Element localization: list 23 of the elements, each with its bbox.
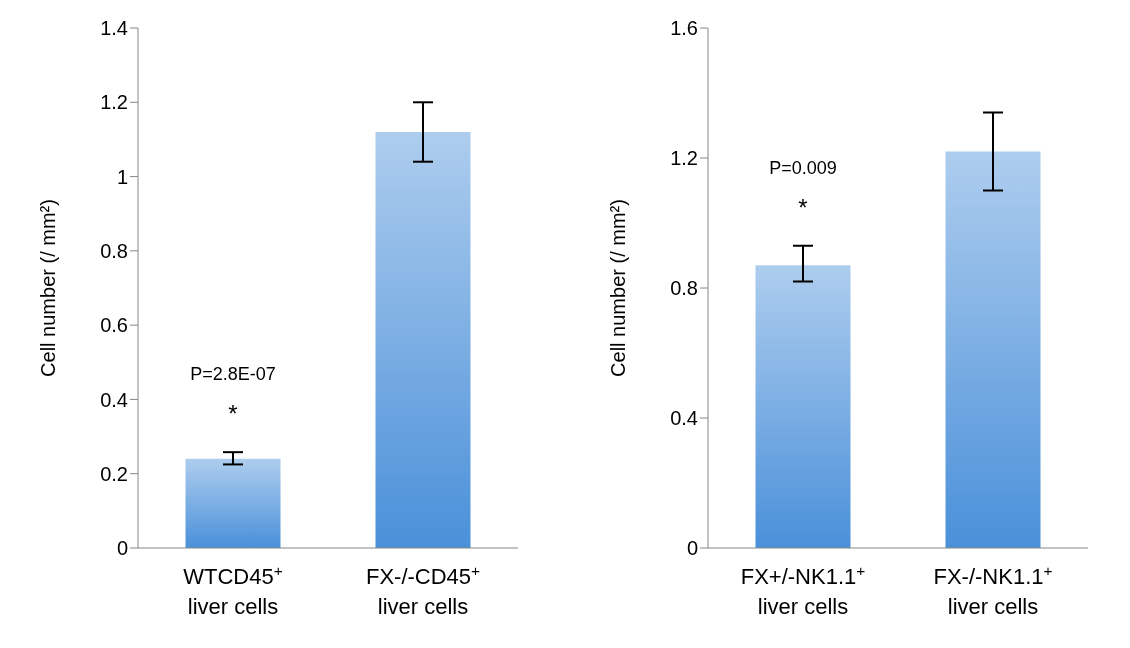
y-tick-label: 0.8 bbox=[670, 277, 698, 300]
y-tick-label: 0.4 bbox=[670, 407, 698, 430]
y-axis-title: Cell number (/ mm²) bbox=[37, 199, 60, 377]
y-axis-title: Cell number (/ mm²) bbox=[607, 199, 630, 377]
y-tick-label: 0.2 bbox=[100, 462, 128, 485]
annotation: P=0.009 bbox=[769, 157, 837, 178]
annotation: * bbox=[798, 193, 808, 221]
y-tick-label: 1.2 bbox=[100, 91, 128, 114]
y-tick-label: 1.6 bbox=[670, 17, 698, 40]
y-tick-label: 1 bbox=[116, 165, 128, 188]
annotation: * bbox=[228, 400, 238, 428]
x-tick-label: FX-/-CD45$^{+}$ liver cells bbox=[365, 561, 481, 619]
x-tick-label: WTCD45$^{+}$ liver cells bbox=[183, 561, 283, 619]
y-tick-label: 0.4 bbox=[100, 388, 128, 411]
y-tick-label: 1.4 bbox=[100, 17, 128, 40]
y-tick-label: 0.8 bbox=[100, 239, 128, 262]
x-tick-label: FX-/-NK1.1$^{+}$ liver cells bbox=[933, 561, 1053, 619]
y-tick-label: 0 bbox=[686, 537, 698, 560]
annotation: P=2.8E-07 bbox=[190, 364, 276, 385]
y-tick-label: 1.2 bbox=[670, 147, 698, 170]
y-tick-label: 0.6 bbox=[100, 314, 128, 337]
y-tick-label: 0 bbox=[116, 537, 128, 560]
x-tick-label: FX+/-NK1.1$^{+}$ liver cells bbox=[740, 561, 866, 619]
